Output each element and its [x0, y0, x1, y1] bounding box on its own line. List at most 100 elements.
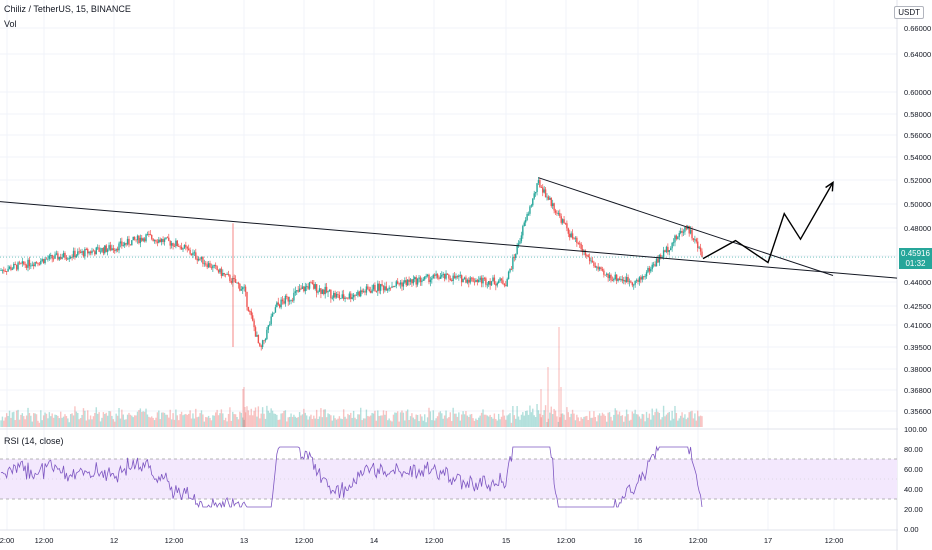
candle-body	[691, 229, 693, 239]
volume-bar	[23, 416, 25, 427]
symbol-title[interactable]: Chiliz / TetherUS, 15, BINANCE	[4, 4, 131, 14]
volume-bar	[426, 417, 429, 427]
volume-bar	[284, 410, 287, 427]
candle-body	[534, 191, 537, 194]
volume-bar	[584, 416, 587, 427]
price-axis-bg	[898, 0, 932, 550]
candle-body	[502, 280, 504, 284]
candle-body	[293, 292, 295, 301]
volume-bar	[623, 421, 625, 427]
volume-bar	[143, 411, 146, 427]
volume-bar	[543, 410, 545, 427]
volume-bar	[94, 412, 96, 427]
candle-body	[588, 256, 591, 262]
candle-body	[20, 263, 22, 264]
candle-body	[615, 274, 618, 281]
volume-bar	[24, 419, 26, 427]
volume-bar	[560, 387, 562, 427]
volume-bar	[30, 415, 32, 427]
volume-bar	[534, 417, 537, 427]
rsi-legend[interactable]: RSI (14, close)	[4, 436, 64, 446]
trendline-drawings[interactable]	[0, 177, 898, 279]
volume-bar	[105, 412, 107, 427]
volume-bar	[495, 419, 497, 427]
candle-body	[677, 236, 679, 239]
candle-body	[694, 239, 696, 241]
candle-body	[614, 274, 616, 280]
candle-body	[650, 269, 652, 272]
volume-bar	[315, 409, 318, 427]
candle-body	[98, 247, 100, 252]
volume-bar	[557, 421, 560, 427]
volume-bar	[348, 415, 351, 427]
candle-body	[152, 238, 154, 241]
volume-bar	[671, 410, 673, 427]
volume-bar	[236, 416, 238, 427]
volume-bar	[271, 410, 274, 427]
volume-bar	[200, 410, 203, 427]
candle-body	[422, 279, 424, 281]
candle-body	[261, 340, 264, 347]
candle-body	[158, 239, 160, 243]
candle-body	[183, 245, 186, 249]
volume-bar	[596, 421, 598, 427]
volume-bar	[135, 415, 137, 427]
price-axis[interactable]: 0.66000 0.64000 0.60000 0.58000 0.56000 0.540…	[898, 0, 932, 550]
candle-body	[489, 281, 491, 286]
volume-bar	[142, 411, 144, 427]
volume-bar	[166, 414, 169, 427]
candle-body	[311, 282, 314, 284]
candle-body	[563, 219, 565, 224]
volume-bar	[553, 408, 555, 427]
time-tick-label: 15	[502, 536, 510, 545]
candle-body	[156, 241, 159, 243]
candle-body	[324, 286, 326, 295]
volume-bar	[298, 412, 301, 427]
volume-bar	[635, 414, 638, 427]
candle-body	[340, 298, 342, 300]
volume-bar	[185, 413, 187, 427]
time-axis[interactable]: 2:00 12:00 12 12:00 13 12:00 14 12:00 15 12:00 16 1…	[0, 536, 843, 545]
candle-body	[401, 282, 403, 287]
currency-badge[interactable]: USDT	[894, 6, 924, 19]
volume-bar	[250, 408, 252, 427]
volume-bar	[476, 419, 479, 427]
candle-body	[357, 291, 359, 295]
price-tick-label: 0.35600	[904, 407, 931, 416]
candle-body	[590, 260, 592, 262]
candle-body	[163, 239, 166, 242]
volume-bar	[361, 420, 363, 427]
candle-body	[259, 343, 261, 346]
volume-bar	[608, 412, 611, 427]
candle-body	[298, 288, 301, 292]
candle-body	[350, 293, 352, 299]
candle-body	[404, 280, 406, 283]
candle-body	[406, 279, 409, 286]
candle-body	[546, 196, 548, 198]
candle-body	[172, 243, 174, 247]
volume-bar	[296, 417, 298, 427]
candle-body	[197, 258, 200, 261]
volume-bar	[478, 417, 480, 427]
candle-body	[557, 213, 560, 214]
volume-bar	[206, 417, 208, 427]
volume-bar	[583, 416, 585, 427]
volume-bar	[544, 405, 547, 427]
candle-body	[397, 281, 399, 284]
volume-bar	[515, 418, 517, 427]
volume-bar	[435, 418, 437, 427]
candle-body	[1, 269, 4, 271]
volume-bar	[678, 418, 680, 427]
volume-bar	[428, 407, 430, 427]
volume-legend[interactable]: Vol	[4, 19, 17, 29]
candle-body	[674, 235, 676, 243]
volume-bar	[537, 410, 540, 427]
candle-body	[115, 248, 117, 251]
volume-bar	[158, 410, 160, 427]
volume-bar	[625, 409, 628, 427]
volume-bar	[465, 411, 467, 427]
volume-bar	[170, 419, 173, 427]
volume-bar	[593, 411, 595, 427]
candle-body	[294, 291, 297, 293]
